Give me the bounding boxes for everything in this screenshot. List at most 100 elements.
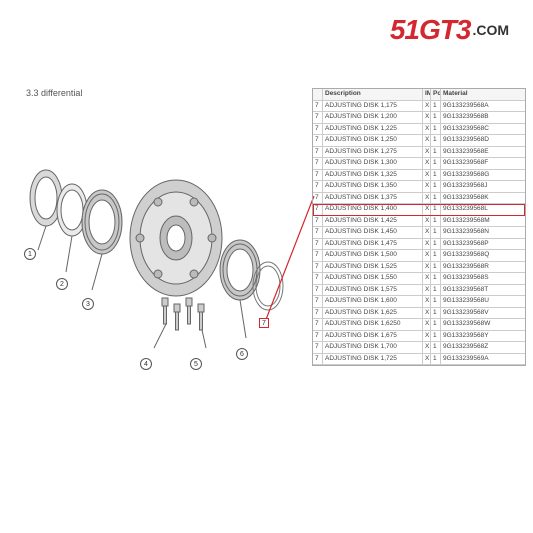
table-header: Description IM Pc Material: [313, 89, 525, 101]
cell-mat: 9G133239568Q: [441, 250, 527, 261]
cell-mat: 9G133239568R: [441, 262, 527, 273]
cell-pos: 7: [313, 193, 323, 204]
cell-pc: 1: [431, 124, 441, 135]
cell-pos: 7: [313, 216, 323, 227]
cell-im: X: [423, 331, 431, 342]
table-row: 7ADJUSTING DISK 1,525X19G133239568R: [313, 262, 525, 274]
cell-mat: 9G133239568E: [441, 147, 527, 158]
cell-desc: ADJUSTING DISK 1,500: [323, 250, 423, 261]
cell-desc: ADJUSTING DISK 1,300: [323, 158, 423, 169]
table-row: 7ADJUSTING DISK 1,600X19G133239568U: [313, 296, 525, 308]
cell-pos: 7: [313, 354, 323, 365]
cell-pc: 1: [431, 158, 441, 169]
cell-im: X: [423, 342, 431, 353]
table-row: 7ADJUSTING DISK 1,425X19G133239568M: [313, 216, 525, 228]
table-row: 7ADJUSTING DISK 1,475X19G133239568P: [313, 239, 525, 251]
cell-pos: 7: [313, 101, 323, 112]
cell-im: X: [423, 158, 431, 169]
cell-im: X: [423, 308, 431, 319]
cell-pos: 7: [313, 319, 323, 330]
cell-mat: 9G133239568N: [441, 227, 527, 238]
cell-mat: 9G133239568W: [441, 319, 527, 330]
cell-im: X: [423, 170, 431, 181]
cell-pos: 7: [313, 181, 323, 192]
cell-pos: 7: [313, 250, 323, 261]
cell-desc: ADJUSTING DISK 1,675: [323, 331, 423, 342]
table-row: 7ADJUSTING DISK 1,500X19G133239568Q: [313, 250, 525, 262]
cell-desc: ADJUSTING DISK 1,375: [323, 193, 423, 204]
part-number-2: 2: [56, 278, 68, 290]
cell-mat: 9G133239568M: [441, 216, 527, 227]
cell-im: X: [423, 227, 431, 238]
cell-desc: ADJUSTING DISK 1,625: [323, 308, 423, 319]
cell-desc: ADJUSTING DISK 1,725: [323, 354, 423, 365]
part-number-3: 3: [82, 298, 94, 310]
part-number-1: 1: [24, 248, 36, 260]
cell-pc: 1: [431, 296, 441, 307]
table-row: 7ADJUSTING DISK 1,225X19G133239568C: [313, 124, 525, 136]
table-row: 7ADJUSTING DISK 1,700X19G133239568Z: [313, 342, 525, 354]
cell-pc: 1: [431, 354, 441, 365]
th-im: IM: [423, 89, 431, 100]
cell-desc: ADJUSTING DISK 1,175: [323, 101, 423, 112]
cell-desc: ADJUSTING DISK 1,350: [323, 181, 423, 192]
differential-diagram: [14, 110, 304, 380]
cell-pc: 1: [431, 227, 441, 238]
cell-pc: 1: [431, 147, 441, 158]
cell-mat: 9G133239568Y: [441, 331, 527, 342]
cell-im: X: [423, 124, 431, 135]
cell-desc: ADJUSTING DISK 1,525: [323, 262, 423, 273]
cell-pc: 1: [431, 319, 441, 330]
callout-box-7: 7: [259, 318, 269, 328]
cell-im: X: [423, 285, 431, 296]
cell-pos: 7: [313, 158, 323, 169]
cell-mat: 9G133239568K: [441, 193, 527, 204]
cell-mat: 9G133239568G: [441, 170, 527, 181]
part-number-4: 4: [140, 358, 152, 370]
cell-pc: 1: [431, 331, 441, 342]
table-row: 7ADJUSTING DISK 1,450X19G133239568N: [313, 227, 525, 239]
cell-desc: ADJUSTING DISK 1,275: [323, 147, 423, 158]
cell-mat: 9G133239568V: [441, 308, 527, 319]
table-row: 7ADJUSTING DISK 1,6250X19G133239568W: [313, 319, 525, 331]
cell-pc: 1: [431, 193, 441, 204]
table-row: 7ADJUSTING DISK 1,350X19G133239568J: [313, 181, 525, 193]
cell-pos: 7: [313, 135, 323, 146]
cell-desc: ADJUSTING DISK 1,475: [323, 239, 423, 250]
part-number-5: 5: [190, 358, 202, 370]
cell-desc: ADJUSTING DISK 1,425: [323, 216, 423, 227]
table-row: 7ADJUSTING DISK 1,200X19G133239568B: [313, 112, 525, 124]
cell-mat: 9G133239568S: [441, 273, 527, 284]
th-desc: Description: [323, 89, 423, 100]
cell-pc: 1: [431, 342, 441, 353]
cell-im: X: [423, 135, 431, 146]
cell-im: X: [423, 262, 431, 273]
cell-desc: ADJUSTING DISK 1,700: [323, 342, 423, 353]
table-body: 7ADJUSTING DISK 1,175X19G133239568A7ADJU…: [313, 101, 525, 366]
cell-pos: 7: [313, 342, 323, 353]
cell-pos: 7: [313, 204, 323, 215]
cell-pc: 1: [431, 308, 441, 319]
part-number-6: 6: [236, 348, 248, 360]
cell-pos: 7: [313, 147, 323, 158]
cell-desc: ADJUSTING DISK 1,250: [323, 135, 423, 146]
cell-mat: 9G133239568U: [441, 296, 527, 307]
cell-pos: 7: [313, 331, 323, 342]
cell-im: X: [423, 193, 431, 204]
cell-pc: 1: [431, 112, 441, 123]
cell-mat: 9G133239568C: [441, 124, 527, 135]
cell-im: X: [423, 112, 431, 123]
cell-im: X: [423, 273, 431, 284]
cell-im: X: [423, 147, 431, 158]
cell-pc: 1: [431, 204, 441, 215]
table-row: 7ADJUSTING DISK 1,625X19G133239568V: [313, 308, 525, 320]
cell-desc: ADJUSTING DISK 1,450: [323, 227, 423, 238]
cell-pc: 1: [431, 135, 441, 146]
table-row: 7ADJUSTING DISK 1,250X19G133239568D: [313, 135, 525, 147]
cell-desc: ADJUSTING DISK 1,550: [323, 273, 423, 284]
cell-pos: 7: [313, 170, 323, 181]
cell-im: X: [423, 296, 431, 307]
logo-suffix: .COM: [472, 22, 509, 38]
cell-desc: ADJUSTING DISK 1,6250: [323, 319, 423, 330]
cell-mat: 9G133239568A: [441, 101, 527, 112]
